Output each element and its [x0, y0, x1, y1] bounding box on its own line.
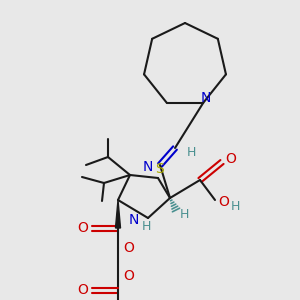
Text: O: O — [226, 152, 236, 166]
Text: N: N — [201, 91, 211, 105]
Text: S: S — [154, 162, 164, 176]
Text: H: H — [179, 208, 189, 220]
Text: O: O — [219, 195, 230, 209]
Text: O: O — [78, 283, 88, 297]
Polygon shape — [116, 200, 121, 228]
Text: H: H — [141, 220, 151, 232]
Text: H: H — [230, 200, 240, 212]
Text: N: N — [143, 160, 153, 174]
Text: O: O — [124, 241, 134, 255]
Text: H: H — [186, 146, 196, 158]
Text: O: O — [124, 269, 134, 283]
Text: O: O — [78, 221, 88, 235]
Text: N: N — [129, 213, 139, 227]
